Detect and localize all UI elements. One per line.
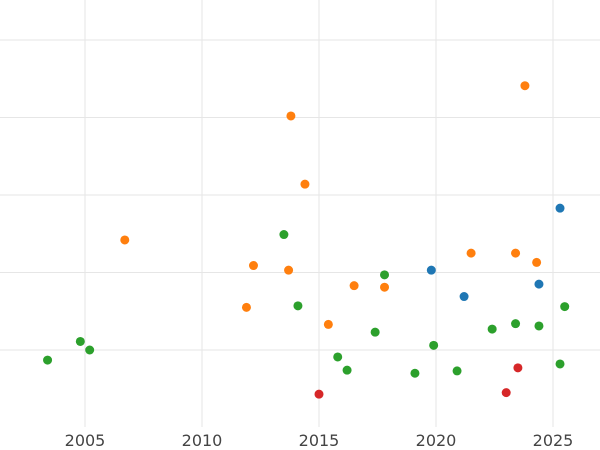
x-tick-label: 2015	[299, 431, 340, 450]
data-point-series-1	[534, 279, 544, 289]
data-point-series-3	[85, 345, 95, 355]
data-points	[43, 81, 570, 399]
x-tick-label: 2025	[533, 431, 574, 450]
data-point-series-1	[555, 203, 565, 213]
data-point-series-2	[349, 281, 359, 291]
data-point-series-2	[380, 282, 390, 292]
data-point-series-2	[466, 248, 476, 258]
x-tick-labels: 2005 2010 2015 2020 2025	[65, 431, 574, 450]
data-point-series-2	[532, 257, 542, 267]
data-point-series-2	[120, 235, 130, 245]
data-point-series-2	[323, 319, 333, 329]
data-point-series-3	[555, 359, 565, 369]
x-tick-label: 2020	[416, 431, 457, 450]
data-point-series-3	[380, 270, 390, 280]
data-point-series-3	[511, 319, 521, 329]
x-tick-label: 2010	[182, 431, 223, 450]
data-point-series-1	[426, 265, 436, 275]
data-point-series-1	[459, 292, 469, 302]
data-point-series-2	[248, 261, 258, 271]
data-point-series-2	[511, 248, 521, 258]
data-point-series-3	[534, 321, 544, 331]
data-point-series-3	[560, 302, 570, 312]
data-point-series-4	[513, 363, 523, 373]
data-point-series-2	[300, 179, 310, 189]
data-point-series-3	[452, 366, 462, 376]
data-point-series-2	[520, 81, 530, 91]
x-tick-label: 2005	[65, 431, 106, 450]
data-point-series-4	[314, 389, 324, 399]
data-point-series-3	[75, 336, 85, 346]
data-point-series-3	[370, 327, 380, 337]
data-point-series-2	[241, 302, 251, 312]
data-point-series-3	[487, 324, 497, 334]
y-gridlines	[0, 39, 600, 351]
data-point-series-3	[342, 365, 352, 375]
data-point-series-3	[410, 368, 420, 378]
data-point-series-2	[286, 111, 296, 121]
data-point-series-3	[429, 340, 439, 350]
data-point-series-4	[501, 388, 511, 398]
data-point-series-3	[279, 230, 289, 240]
x-gridlines	[84, 0, 554, 427]
data-point-series-2	[284, 265, 294, 275]
data-point-series-3	[43, 355, 53, 365]
data-point-series-3	[293, 301, 303, 311]
data-point-series-3	[333, 352, 343, 362]
